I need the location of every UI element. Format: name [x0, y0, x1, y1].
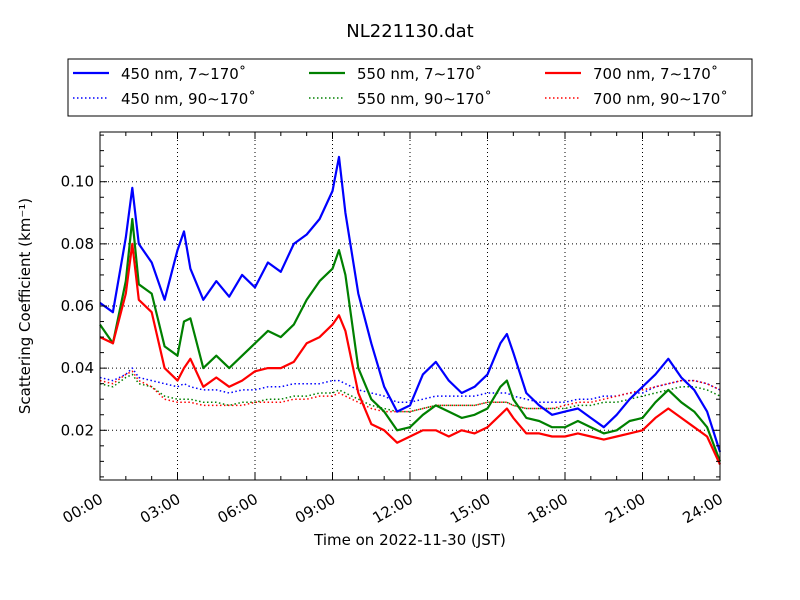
series-lines: [99, 155, 722, 465]
x-tick-label: 12:00: [370, 490, 416, 527]
y-axis-label: Scattering Coefficient (km⁻¹): [16, 198, 34, 414]
legend-label-1: 550 nm, 7∼170˚: [357, 65, 482, 83]
chart-title: NL221130.dat: [346, 21, 473, 42]
x-tick-labels: 00:00 03:00 06:00 09:00 12:00 15:00 18:00 21:00…: [60, 490, 726, 527]
x-tick-label: 06:00: [215, 490, 261, 527]
x-tick-label: 21:00: [602, 490, 648, 527]
axis-ticks: [99, 132, 721, 480]
series-line-1: [99, 217, 722, 462]
y-tick-labels: 0.02 0.04 0.06 0.08 0.10: [61, 173, 94, 440]
x-axis-label: Time on 2022-11-30 (JST): [313, 531, 506, 549]
y-tick-label: 0.08: [61, 235, 94, 253]
legend-frame: [67, 58, 753, 117]
x-tick-label: 24:00: [680, 490, 726, 527]
legend-label-2: 700 nm, 7∼170˚: [593, 65, 718, 83]
y-tick-label: 0.02: [61, 421, 94, 439]
series-line-3: [99, 367, 721, 404]
x-tick-label: 15:00: [447, 490, 493, 527]
legend-label-5: 700 nm, 90∼170˚: [593, 90, 728, 108]
legend-label-3: 450 nm, 90∼170˚: [121, 90, 256, 108]
x-tick-label: 18:00: [525, 490, 571, 527]
series-line-0: [99, 155, 722, 453]
legend-label-0: 450 nm, 7∼170˚: [121, 65, 246, 83]
x-tick-label: 00:00: [60, 490, 106, 527]
y-tick-label: 0.10: [61, 173, 94, 191]
y-tick-label: 0.04: [61, 359, 94, 377]
x-tick-label: 09:00: [292, 490, 338, 527]
series-line-5: [99, 370, 721, 413]
x-tick-label: 03:00: [137, 490, 183, 527]
legend-label-4: 550 nm, 90∼170˚: [357, 90, 492, 108]
y-tick-label: 0.06: [61, 297, 94, 315]
series-line-2: [99, 242, 721, 465]
legend: 450 nm, 7∼170˚ 550 nm, 7∼170˚ 700 nm, 7∼17…: [67, 58, 753, 117]
